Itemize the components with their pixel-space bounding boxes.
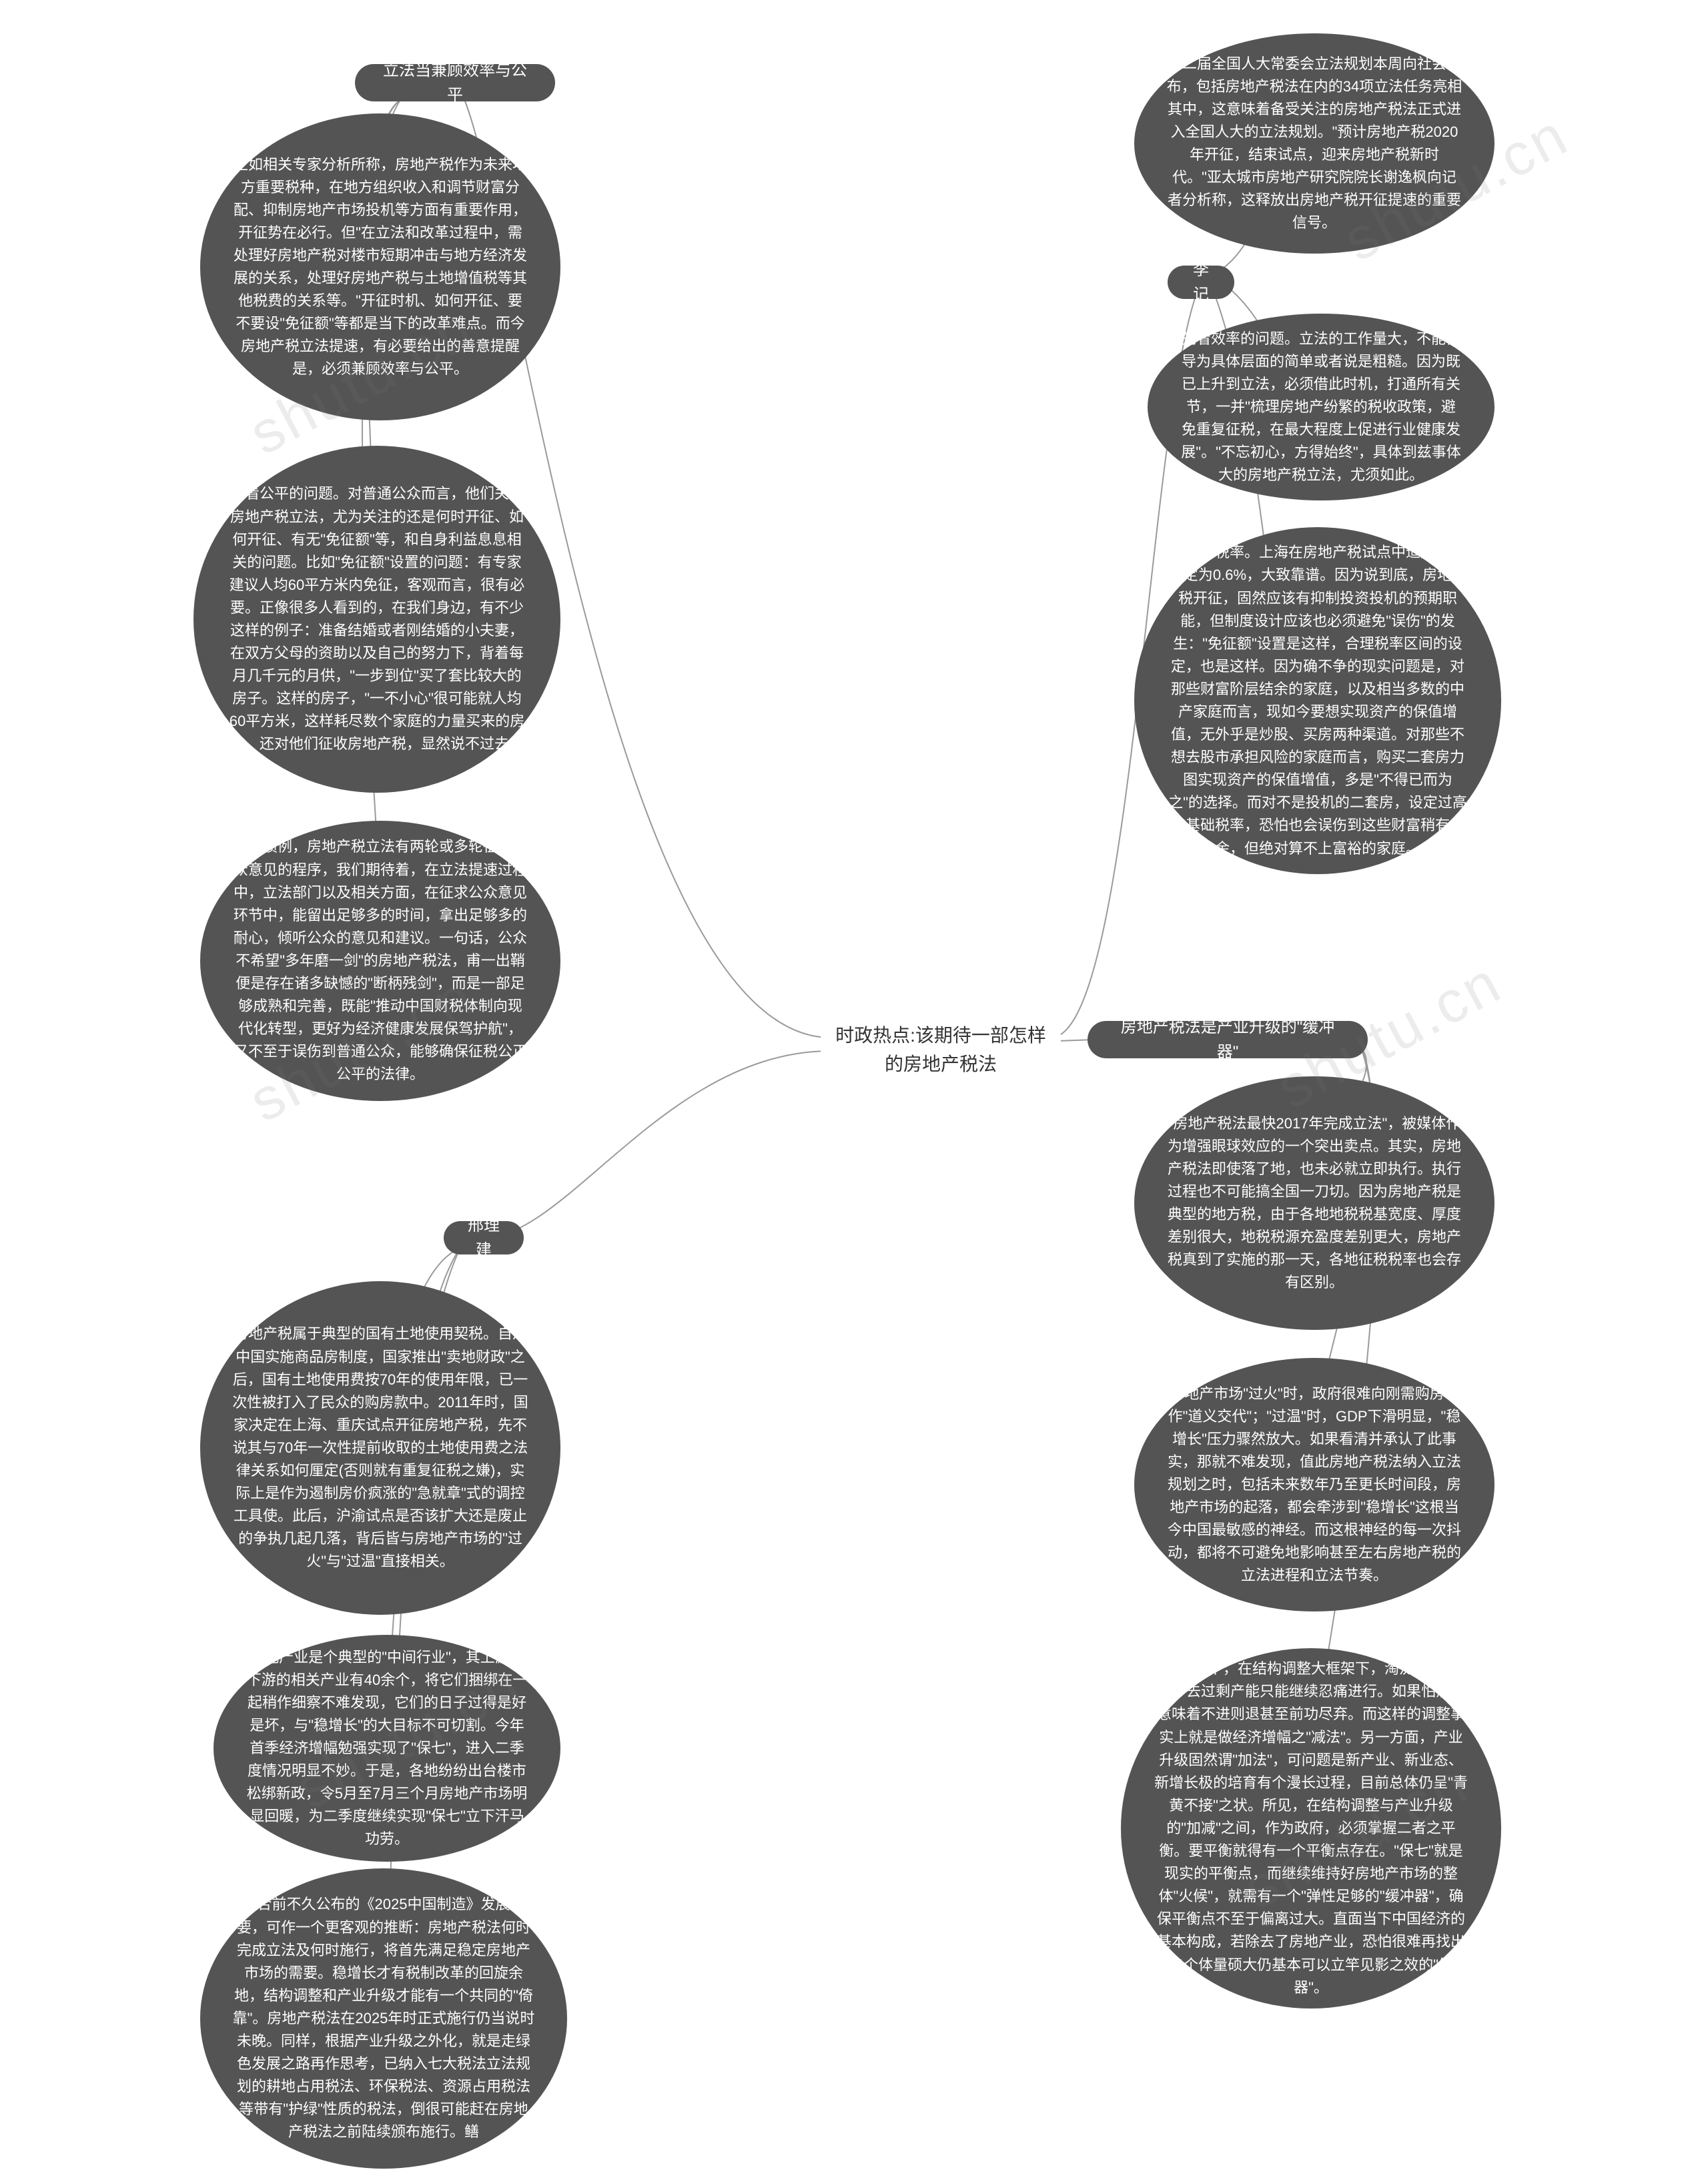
pill-label: 邢理建 <box>466 1213 501 1262</box>
bubble-r6[interactable]: 时至当下，在结构调整大框架下，淘汰落后产能、去过剩产能只能继续忍痛进行。如果怕痛… <box>1121 1648 1501 2009</box>
bubble-text: 房地产市场"过火"时，政府很难向刚需购房者作"道义交代"；"过温"时，GDP下滑… <box>1166 1383 1462 1587</box>
bubble-r4[interactable]: "房地产税法最快2017年完成立法"，被媒体作为增强眼球效应的一个突出卖点。其实… <box>1134 1076 1494 1330</box>
bubble-text: 十二届全国人大常委会立法规划本周向社会公布，包括房地产税法在内的34项立法任务亮… <box>1166 53 1462 235</box>
bubble-text: "房地产税法最快2017年完成立法"，被媒体作为增强眼球效应的一个突出卖点。其实… <box>1166 1112 1462 1295</box>
pill-label: 立法当兼顾效率与公平 <box>378 58 532 107</box>
bubble-text: 时至当下，在结构调整大框架下，淘汰落后产能、去过剩产能只能继续忍痛进行。如果怕痛… <box>1153 1658 1469 1999</box>
center-node: 时政热点:该期待一部怎样 的房地产税法 <box>821 1020 1061 1080</box>
pill-label: 房地产税法是产业升级的"缓冲器" <box>1110 1015 1345 1064</box>
bubble-l2[interactable]: 再看公平的问题。对普通公众而言，他们关注房地产税立法，尤为关注的还是何时开征、如… <box>193 446 560 793</box>
pill-label: 李记 <box>1190 258 1212 307</box>
bubble-l1[interactable]: 正如相关专家分析所称，房地产税作为未来地方重要税种，在地方组织收入和调节财富分配… <box>200 113 560 420</box>
bubble-l5[interactable]: 房地产业是个典型的"中间行业"，其上游和下游的相关产业有40余个，将它们捆绑在一… <box>214 1635 560 1862</box>
bubble-l6[interactable]: 结合前不久公布的《2025中国制造》发展纲要，可作一个更客观的推断：房地产税法何… <box>200 1868 567 2169</box>
bubble-text: 因循惯例，房地产税立法有两轮或多轮征求公众意见的程序，我们期待着，在立法提速过程… <box>232 835 528 1086</box>
bubble-r1[interactable]: 十二届全国人大常委会立法规划本周向社会公布，包括房地产税法在内的34项立法任务亮… <box>1134 33 1494 254</box>
bubble-text: 正如相关专家分析所称，房地产税作为未来地方重要税种，在地方组织收入和调节财富分配… <box>232 153 528 381</box>
pill-li[interactable]: 李记 <box>1168 266 1234 299</box>
bubble-text: 结合前不久公布的《2025中国制造》发展纲要，可作一个更客观的推断：房地产税法何… <box>232 1893 535 2143</box>
bubble-text: 房地产业是个典型的"中间行业"，其上游和下游的相关产业有40余个，将它们捆绑在一… <box>246 1646 528 1851</box>
center-label: 时政热点:该期待一部怎样 的房地产税法 <box>834 1021 1047 1079</box>
bubble-text: 再看公平的问题。对普通公众而言，他们关注房地产税立法，尤为关注的还是何时开征、如… <box>226 482 528 755</box>
pill-buffer[interactable]: 房地产税法是产业升级的"缓冲器" <box>1088 1021 1368 1058</box>
pill-efficiency[interactable]: 立法当兼顾效率与公平 <box>355 64 555 101</box>
bubble-r3[interactable]: 具体到税率。上海在房地产税试点中适用税率暂定为0.6%，大致靠谱。因为说到底，房… <box>1134 527 1501 874</box>
bubble-r2[interactable]: 先看效率的问题。立法的工作量大，不能传导为具体层面的简单或者说是粗糙。因为既已上… <box>1148 314 1494 500</box>
bubble-l3[interactable]: 因循惯例，房地产税立法有两轮或多轮征求公众意见的程序，我们期待着，在立法提速过程… <box>200 821 560 1101</box>
bubble-text: 先看效率的问题。立法的工作量大，不能传导为具体层面的简单或者说是粗糙。因为既已上… <box>1180 328 1462 487</box>
bubble-l4[interactable]: 房地产税属于典型的国有土地使用契税。自从中国实施商品房制度，国家推出"卖地财政"… <box>200 1281 560 1615</box>
pill-xing[interactable]: 邢理建 <box>444 1221 524 1254</box>
bubble-text: 具体到税率。上海在房地产税试点中适用税率暂定为0.6%，大致靠谱。因为说到底，房… <box>1166 541 1469 859</box>
bubble-r5[interactable]: 房地产市场"过火"时，政府很难向刚需购房者作"道义交代"；"过温"时，GDP下滑… <box>1134 1358 1494 1611</box>
bubble-text: 房地产税属于典型的国有土地使用契税。自从中国实施商品房制度，国家推出"卖地财政"… <box>232 1323 528 1573</box>
